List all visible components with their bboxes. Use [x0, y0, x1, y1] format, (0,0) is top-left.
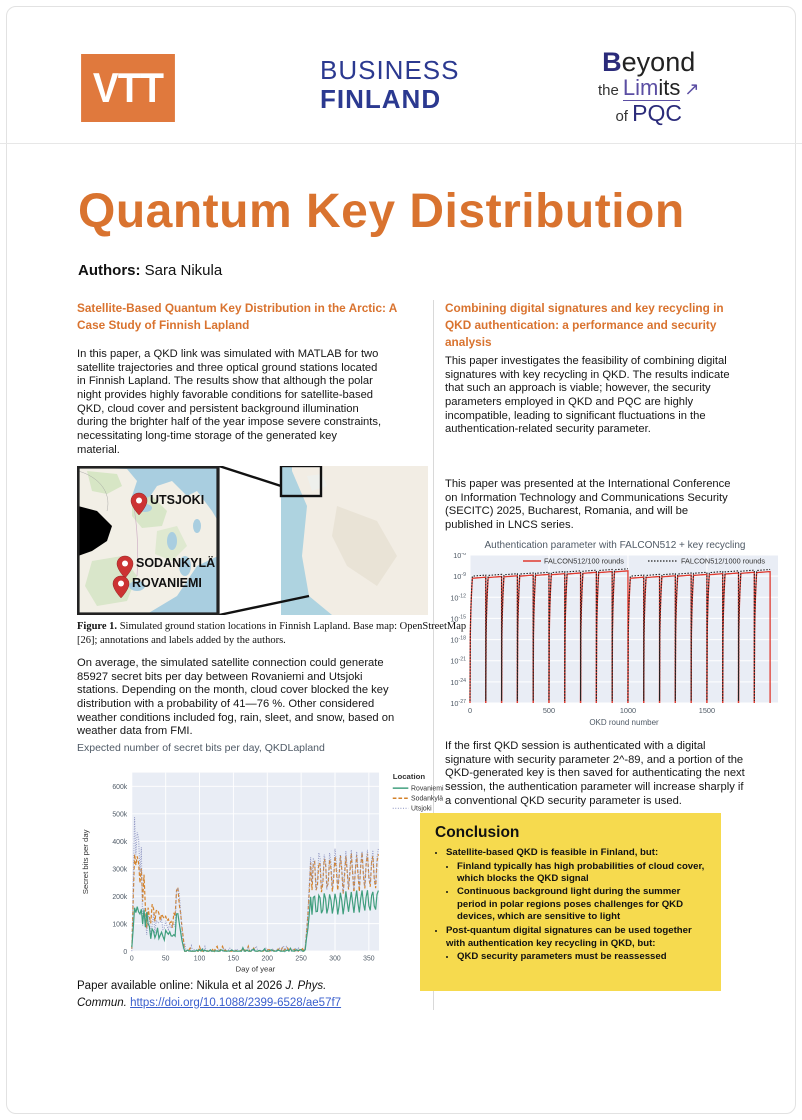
svg-text:100k: 100k: [112, 921, 127, 928]
svg-text:UTSJOKI: UTSJOKI: [150, 493, 204, 507]
svg-text:Sodankylä: Sodankylä: [411, 796, 443, 803]
svg-text:350: 350: [363, 955, 375, 962]
svg-text:400k: 400k: [112, 839, 127, 846]
svg-text:0: 0: [123, 949, 127, 956]
svg-text:1500: 1500: [699, 706, 715, 715]
svg-text:300k: 300k: [112, 866, 127, 873]
svg-text:SODANKYLÄ: SODANKYLÄ: [136, 555, 215, 570]
svg-text:Day of year: Day of year: [236, 964, 276, 973]
svg-text:300: 300: [329, 955, 341, 962]
svg-text:10-27: 10-27: [450, 699, 466, 708]
svg-text:10-15: 10-15: [450, 614, 466, 623]
svg-text:500: 500: [543, 706, 555, 715]
svg-text:10-12: 10-12: [450, 593, 466, 602]
svg-text:10-21: 10-21: [450, 657, 466, 666]
svg-text:10-6: 10-6: [453, 553, 466, 560]
svg-text:Secret bits per day: Secret bits per day: [81, 829, 90, 894]
svg-text:10-18: 10-18: [450, 636, 466, 645]
svg-text:Utsjoki: Utsjoki: [411, 806, 432, 813]
svg-text:Location: Location: [393, 772, 426, 781]
svg-text:FALCON512/100 rounds: FALCON512/100 rounds: [544, 557, 624, 566]
svg-text:200k: 200k: [112, 894, 127, 901]
svg-text:10-24: 10-24: [450, 678, 466, 687]
svg-text:500k: 500k: [112, 812, 127, 819]
svg-text:QKD round number: QKD round number: [589, 718, 659, 725]
svg-text:0: 0: [130, 955, 134, 962]
svg-text:150: 150: [228, 955, 240, 962]
svg-text:Rovaniemi: Rovaniemi: [411, 785, 444, 792]
svg-text:200: 200: [262, 955, 274, 962]
svg-text:0: 0: [468, 706, 472, 715]
svg-text:1000: 1000: [620, 706, 636, 715]
svg-text:FALCON512/1000 rounds: FALCON512/1000 rounds: [681, 557, 765, 566]
svg-text:250: 250: [295, 955, 307, 962]
svg-text:100: 100: [194, 955, 206, 962]
svg-text:600k: 600k: [112, 784, 127, 791]
svg-text:50: 50: [162, 955, 170, 962]
svg-text:10-9: 10-9: [453, 572, 466, 581]
svg-text:ROVANIEMI: ROVANIEMI: [132, 576, 202, 590]
